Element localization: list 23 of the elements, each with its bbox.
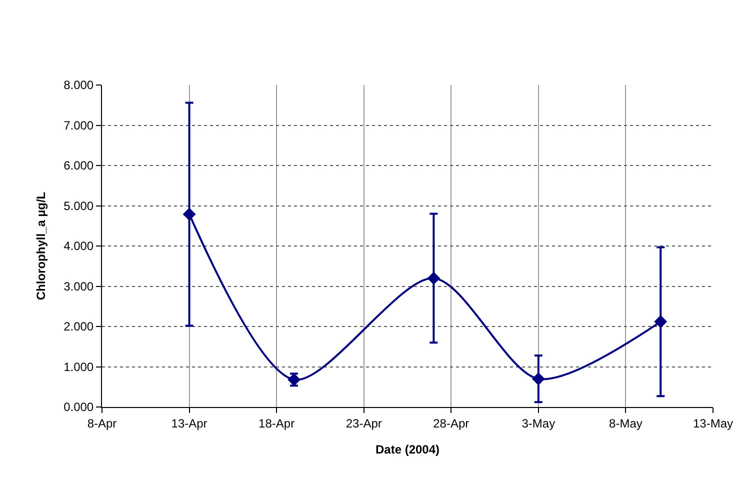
x-axis-title: Date (2004) xyxy=(375,442,440,456)
x-tick-label: 8-Apr xyxy=(87,416,117,430)
x-tick-label: 18-Apr xyxy=(258,416,295,430)
point xyxy=(427,272,440,285)
y-tick-label: 3.000 xyxy=(64,279,94,294)
y-tick-label: 1.000 xyxy=(64,360,94,374)
x-tick-label: 23-Apr xyxy=(346,416,382,430)
x-tick-label: 13-Apr xyxy=(171,416,208,430)
point xyxy=(532,372,545,386)
y-tick-label: 8.000 xyxy=(64,78,94,92)
y-tick-label: 5.000 xyxy=(64,198,94,213)
x-tick-label: 8-May xyxy=(609,416,642,430)
point xyxy=(654,315,668,328)
y-tick-label: 2.000 xyxy=(64,320,94,334)
y-tick-label: 0.000 xyxy=(64,400,94,414)
y-axis-title: Chlorophyll_a µg/L xyxy=(34,192,48,300)
x-tick-label: 13-May xyxy=(692,416,734,430)
y-tick-label: 4.000 xyxy=(64,239,94,254)
y-tick-label: 7.000 xyxy=(64,118,94,132)
point xyxy=(182,208,196,221)
x-tick-label: 28-Apr xyxy=(433,416,470,430)
y-tick-label: 6.000 xyxy=(64,158,94,173)
x-tick-label: 3-May xyxy=(522,416,556,430)
